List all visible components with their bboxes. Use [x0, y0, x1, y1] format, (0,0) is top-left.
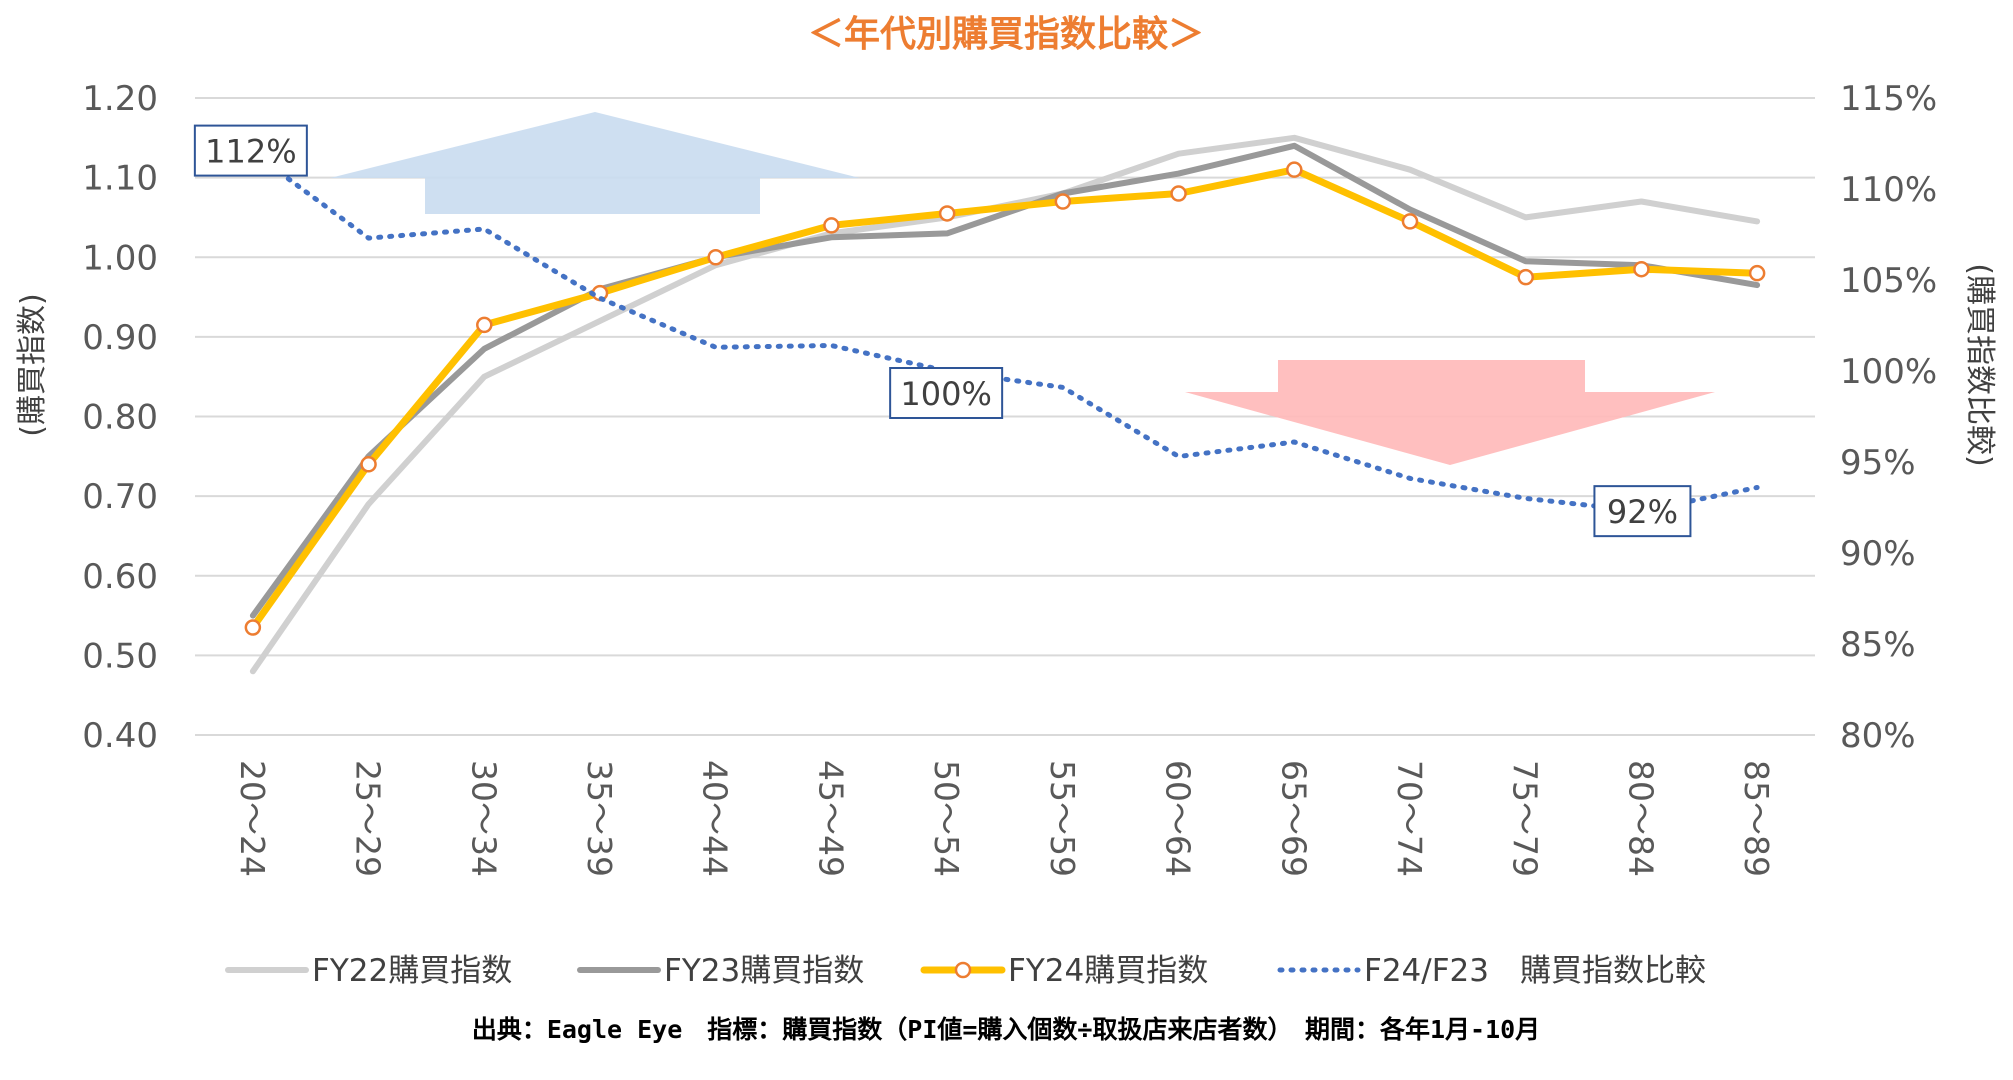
data-point: [823, 217, 840, 234]
legend-label: F24/F23 購買指数比較: [1364, 953, 1706, 989]
x-tick-label: 50～54: [927, 760, 966, 877]
y-left-tick-label: 0.70: [82, 477, 158, 517]
x-tick-label: 70～74: [1390, 760, 1429, 877]
y-left-tick-label: 0.60: [82, 557, 158, 597]
x-tick-label: 40～44: [696, 760, 735, 877]
data-point: [1170, 185, 1187, 202]
data-point: [1054, 193, 1072, 210]
annotation-label: 92%: [1607, 493, 1678, 531]
annotation-label: 112%: [205, 133, 296, 171]
x-axis: 20～24 25～29 30～34 35～39 40～44 45～49 50～54 55～59…: [233, 760, 1776, 877]
y-left-tick-label: 0.50: [82, 636, 158, 676]
x-tick-label: 25～29: [349, 760, 388, 877]
legend-marker: [954, 961, 972, 979]
legend: FY22購買指数 FY23購買指数 FY24購買指数 F24/F23 購買指数比較: [225, 953, 1706, 989]
x-tick-label: 55～59: [1043, 760, 1082, 877]
y-right-tick-label: 95%: [1840, 443, 1916, 483]
x-tick-label: 35～39: [580, 760, 619, 877]
data-point: [938, 205, 956, 222]
data-point: [244, 619, 262, 636]
annotation-label: 100%: [900, 375, 991, 413]
annotation-box: [889, 367, 1004, 419]
y-right-tick-label: 80%: [1840, 716, 1916, 756]
y-left-tick-label: 1.00: [82, 238, 158, 278]
y-right-tick-label: 100%: [1840, 352, 1937, 392]
legend-label: FY22購買指数: [312, 953, 512, 989]
y-axis-right: 115% 110% 105% 100% 95% 90% 85% 80%: [1840, 79, 1937, 756]
annotation-box: [193, 124, 308, 177]
x-tick-label: 85～89: [1737, 760, 1776, 877]
y-right-tick-label: 90%: [1840, 534, 1916, 574]
data-point: [476, 316, 493, 334]
y-right-tick-label: 110%: [1840, 170, 1937, 210]
y-left-tick-label: 1.10: [82, 159, 158, 199]
y-right-tick-label: 115%: [1840, 79, 1937, 119]
x-tick-label: 65～69: [1274, 760, 1313, 877]
series-line: [249, 142, 1761, 619]
x-tick-label: 60～64: [1159, 760, 1198, 877]
x-tick-label: 30～34: [464, 760, 503, 877]
data-point: [360, 456, 377, 473]
x-tick-label: 80～84: [1621, 760, 1660, 877]
x-tick-label: 75～79: [1506, 760, 1545, 877]
down-arrow-icon: [1185, 360, 1715, 465]
series-group: [244, 134, 1766, 675]
series-line: [250, 150, 1760, 514]
data-point: [1286, 161, 1303, 178]
data-point: [1633, 260, 1650, 278]
y-left-tick-label: 1.20: [82, 79, 158, 119]
legend-label: FY24購買指数: [1008, 953, 1208, 989]
data-point: [707, 249, 724, 266]
data-point: [1517, 268, 1534, 286]
annotations: 112% 100% 92%: [193, 124, 1692, 538]
x-tick-label: 45～49: [811, 760, 850, 877]
source-note: 出典：Eagle Eye 指標：購買指数（PI値=購入個数÷取扱店来店者数） 期…: [472, 1015, 1540, 1044]
data-point: [1401, 213, 1419, 230]
y-axis-left-title: (購買指数): [15, 293, 50, 436]
y-left-tick-label: 0.80: [82, 398, 158, 438]
y-axis-right-title: (購買指数比較): [1962, 263, 1997, 466]
legend-label: FY23購買指数: [664, 953, 864, 989]
data-point: [1748, 264, 1766, 282]
chart-title: ＜年代別購買指数比較＞: [808, 14, 1204, 55]
y-left-tick-label: 0.40: [82, 716, 158, 756]
x-tick-label: 20～24: [233, 760, 272, 877]
up-arrow-icon: [330, 112, 860, 214]
y-right-tick-label: 85%: [1840, 625, 1916, 665]
series-line: [249, 166, 1761, 631]
y-left-tick-label: 0.90: [82, 318, 158, 358]
y-right-tick-label: 105%: [1840, 261, 1937, 301]
y-axis-left: 1.20 1.10 1.00 0.90 0.80 0.70 0.60 0.50 0.40: [82, 79, 158, 756]
annotation-box: [1593, 485, 1692, 538]
